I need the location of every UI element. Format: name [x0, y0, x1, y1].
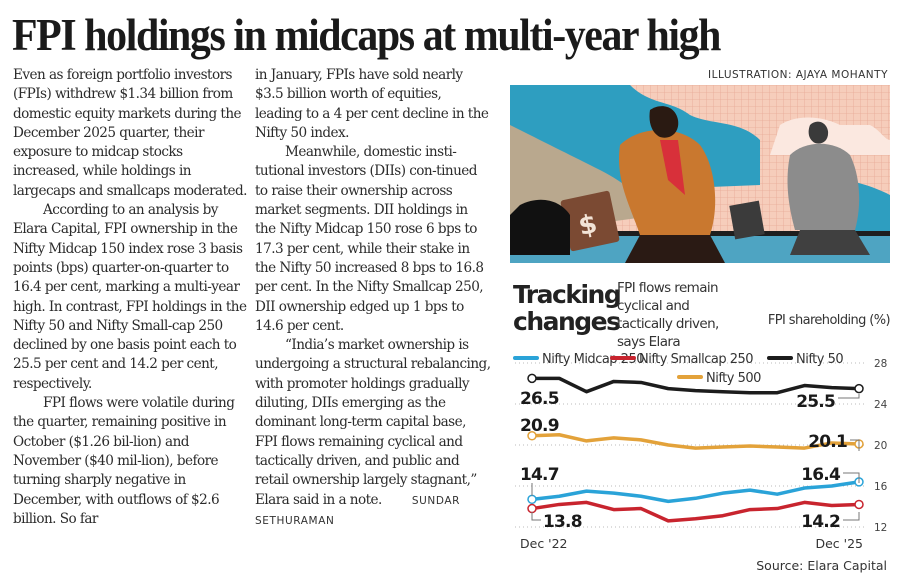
article-paragraph: in January, FPIs have sold nearly $3.5 b… [255, 67, 489, 141]
illustration-credit: ILLUSTRATION: AJAYA MOHANTY [708, 69, 888, 81]
x-tick-label: Dec '22 [520, 536, 568, 551]
leader-line [843, 512, 860, 521]
data-point [527, 373, 537, 384]
chart-source: Source: Elara Capital [756, 558, 887, 573]
headline: FPI holdings in midcaps at multi-year hi… [12, 10, 721, 60]
leader-line [850, 439, 860, 451]
series-line [531, 500, 860, 523]
leader-line [843, 472, 860, 483]
y-tick-label: 28 [874, 358, 887, 370]
legend-label: Nifty 500 [706, 371, 761, 386]
x-tick-label: Dec '25 [815, 536, 863, 551]
data-point [854, 383, 864, 394]
chart-ylabel: FPI shareholding (%) [767, 313, 891, 328]
article-paragraph: Meanwhile, domestic insti-tutional inves… [255, 144, 484, 334]
y-tick-label: 16 [874, 481, 888, 493]
svg-text:$: $ [576, 209, 600, 242]
article-paragraph: According to an analysis by Elara Capita… [13, 202, 247, 392]
legend-label: Nifty Midcap 250 [542, 352, 644, 367]
illustration-art: $ [510, 85, 890, 263]
illustration: $ [510, 85, 890, 263]
leader-line [531, 512, 541, 521]
data-point [527, 494, 537, 505]
chart-title: Tracking changes [513, 280, 622, 336]
data-point [527, 503, 537, 514]
chart-title-text: Tracking changes [513, 280, 622, 336]
data-point [527, 431, 537, 441]
legend-label: Nifty Smallcap 250 [639, 352, 753, 367]
article-column-2: in January, FPIs have sold nearly $3.5 b… [255, 66, 491, 531]
series-line [532, 376, 860, 395]
chart-subtitle-text: FPI flows remain cyclical and tactically… [617, 280, 719, 350]
leader-line [838, 394, 860, 399]
value-label: 20.9 [520, 416, 559, 436]
legend-label: Nifty 50 [796, 352, 843, 367]
byline: SUNDAR SETHURAMAN [255, 494, 461, 527]
y-tick-label: 24 [874, 399, 888, 411]
data-point [854, 499, 864, 510]
article-paragraph: Even as foreign portfolio investors (FPI… [13, 67, 247, 199]
article-column-1: Even as foreign portfolio investors (FPI… [13, 66, 247, 529]
article-paragraph: FPI flows were volatile during the quart… [13, 395, 235, 527]
data-point [854, 439, 864, 449]
data-point [854, 477, 864, 487]
value-label: 14.2 [801, 512, 840, 532]
y-tick-label: 20 [874, 440, 887, 452]
article-paragraph: “India’s market ownership is undergoing … [255, 337, 491, 527]
series-line [531, 433, 860, 450]
value-label: 13.8 [543, 512, 582, 532]
value-label: 16.4 [801, 465, 841, 485]
value-label: 26.5 [520, 389, 559, 409]
series-line [531, 480, 860, 504]
value-label: 25.5 [796, 392, 835, 412]
value-label: 14.7 [520, 465, 559, 485]
y-tick-label: 12 [874, 522, 887, 534]
chart-subtitle: FPI flows remain cyclical and tactically… [617, 279, 742, 351]
value-label: 20.1 [808, 432, 847, 452]
